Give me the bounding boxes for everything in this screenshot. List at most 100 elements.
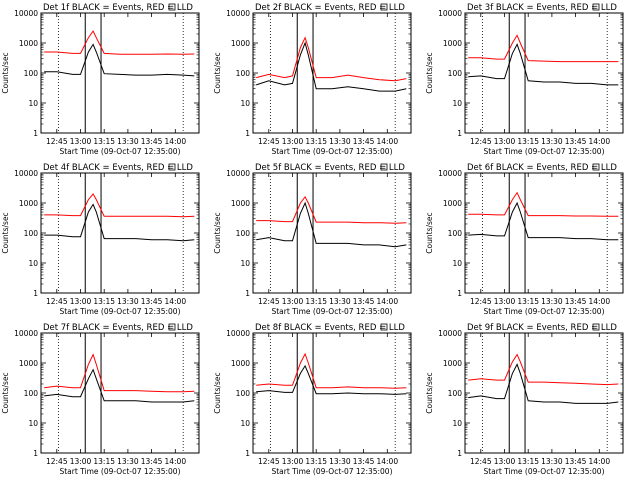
y-tick-label: 10000	[226, 329, 250, 338]
chart-title: Det 7f BLACK = Events, RED = LLD	[43, 323, 193, 333]
lld-series-line	[256, 352, 407, 389]
y-tick-label: 1000	[231, 39, 250, 48]
chart-title: Det 6f BLACK = Events, RED = LLD	[467, 163, 617, 173]
y-tick-label: 1000	[231, 199, 250, 208]
y-tick-label: 100	[236, 69, 251, 78]
x-tick-label: 14:00	[588, 137, 610, 146]
y-tick-label: 10000	[438, 329, 462, 338]
x-tick-label: 13:45	[565, 297, 587, 306]
y-tick-label: 100	[24, 69, 39, 78]
y-tick-label: 100	[448, 69, 463, 78]
y-tick-label: 100	[448, 389, 463, 398]
x-tick-label: 13:00	[70, 297, 92, 306]
x-tick-label: 12:45	[470, 137, 492, 146]
legend-marker-icon	[168, 3, 176, 11]
plot-frame	[464, 332, 624, 454]
lld-series-line	[468, 34, 619, 63]
legend-marker-icon	[592, 3, 600, 11]
y-axis-label: Counts/sec	[213, 212, 222, 253]
x-tick-label: 12:45	[258, 137, 280, 146]
y-tick-label: 1000	[443, 199, 462, 208]
y-tick-label: 10	[28, 419, 38, 428]
x-tick-label: 13:30	[329, 457, 351, 466]
legend-marker-icon	[380, 323, 388, 331]
y-tick-label: 1	[245, 129, 250, 138]
events-series-line	[44, 43, 195, 77]
x-tick-label: 13:15	[517, 297, 539, 306]
y-tick-label: 10000	[226, 9, 250, 18]
y-tick-label: 10	[28, 99, 38, 108]
x-tick-label: 13:45	[353, 137, 375, 146]
chart-title: Det 1f BLACK = Events, RED = LLD	[43, 3, 193, 13]
y-tick-label: 1	[457, 449, 462, 458]
lld-series-line	[468, 353, 619, 386]
x-tick-label: 13:45	[353, 297, 375, 306]
y-tick-label: 100	[24, 389, 39, 398]
y-tick-label: 1000	[19, 359, 38, 368]
chart-title: Det 9f BLACK = Events, RED = LLD	[467, 323, 617, 333]
plot-frame	[40, 332, 200, 454]
y-tick-label: 10	[240, 419, 250, 428]
x-tick-label: 14:00	[164, 457, 186, 466]
y-tick-label: 1	[33, 129, 38, 138]
x-axis-label: Start Time (09-Oct-07 12:35:00)	[483, 147, 604, 156]
x-tick-label: 13:45	[565, 137, 587, 146]
x-tick-label: 13:00	[282, 297, 304, 306]
plot-frame	[464, 12, 624, 134]
legend-marker-icon	[168, 163, 176, 171]
chart-title: Det 2f BLACK = Events, RED = LLD	[255, 3, 405, 13]
plot-frame	[464, 172, 624, 294]
y-axis-label: Counts/sec	[425, 372, 434, 413]
x-tick-label: 14:00	[588, 457, 610, 466]
x-tick-label: 13:45	[141, 137, 163, 146]
y-axis-label: Counts/sec	[1, 212, 10, 253]
y-axis-label: Counts/sec	[213, 52, 222, 93]
plot-frame	[252, 332, 412, 454]
x-tick-label: 12:45	[46, 297, 68, 306]
events-series-line	[468, 201, 619, 241]
y-tick-label: 1000	[443, 39, 462, 48]
x-axis-label: Start Time (09-Oct-07 12:35:00)	[59, 307, 180, 316]
events-series-line	[256, 364, 407, 395]
y-tick-label: 1000	[443, 359, 462, 368]
lld-series-line	[44, 193, 195, 218]
chart-panel-4: Det 4f BLACK = Events, RED = LLD 1 10 100 10…	[1, 163, 200, 316]
chart-panel-8: Det 8f BLACK = Events, RED = LLD 1 10 100 10…	[213, 323, 412, 476]
x-axis-label: Start Time (09-Oct-07 12:35:00)	[483, 307, 604, 316]
events-series-line	[256, 41, 407, 92]
y-tick-label: 100	[236, 389, 251, 398]
y-tick-label: 10	[240, 99, 250, 108]
events-series-line	[468, 43, 619, 86]
y-tick-label: 10000	[14, 9, 38, 18]
chart-panel-1: Det 1f BLACK = Events, RED = LLD 1 10 100 10…	[1, 3, 200, 156]
y-axis-label: Counts/sec	[425, 212, 434, 253]
x-axis-label: Start Time (09-Oct-07 12:35:00)	[59, 147, 180, 156]
y-tick-label: 1000	[19, 199, 38, 208]
y-tick-label: 10	[452, 259, 462, 268]
x-tick-label: 13:30	[541, 137, 563, 146]
chart-panel-3: Det 3f BLACK = Events, RED = LLD 1 10 100 10…	[425, 3, 624, 156]
x-tick-label: 14:00	[376, 457, 398, 466]
y-tick-label: 10	[240, 259, 250, 268]
y-tick-label: 1	[457, 289, 462, 298]
x-tick-label: 14:00	[376, 297, 398, 306]
events-series-line	[44, 368, 195, 403]
events-series-line	[256, 201, 407, 248]
lld-series-line	[44, 353, 195, 393]
x-tick-label: 12:45	[46, 137, 68, 146]
legend-marker-icon	[380, 163, 388, 171]
chart-panel-7: Det 7f BLACK = Events, RED = LLD 1 10 100 10…	[1, 323, 200, 476]
x-axis-label: Start Time (09-Oct-07 12:35:00)	[59, 467, 180, 476]
events-series-line	[44, 203, 195, 242]
y-tick-label: 10000	[226, 169, 250, 178]
x-tick-label: 14:00	[588, 297, 610, 306]
y-tick-label: 100	[236, 229, 251, 238]
x-tick-label: 13:15	[305, 457, 327, 466]
x-tick-label: 13:00	[494, 457, 516, 466]
lld-series-line	[44, 30, 195, 55]
chart-title: Det 5f BLACK = Events, RED = LLD	[255, 163, 405, 173]
chart-title: Det 3f BLACK = Events, RED = LLD	[467, 3, 617, 13]
plot-frame	[40, 172, 200, 294]
chart-panel-6: Det 6f BLACK = Events, RED = LLD 1 10 100 10…	[425, 163, 624, 316]
